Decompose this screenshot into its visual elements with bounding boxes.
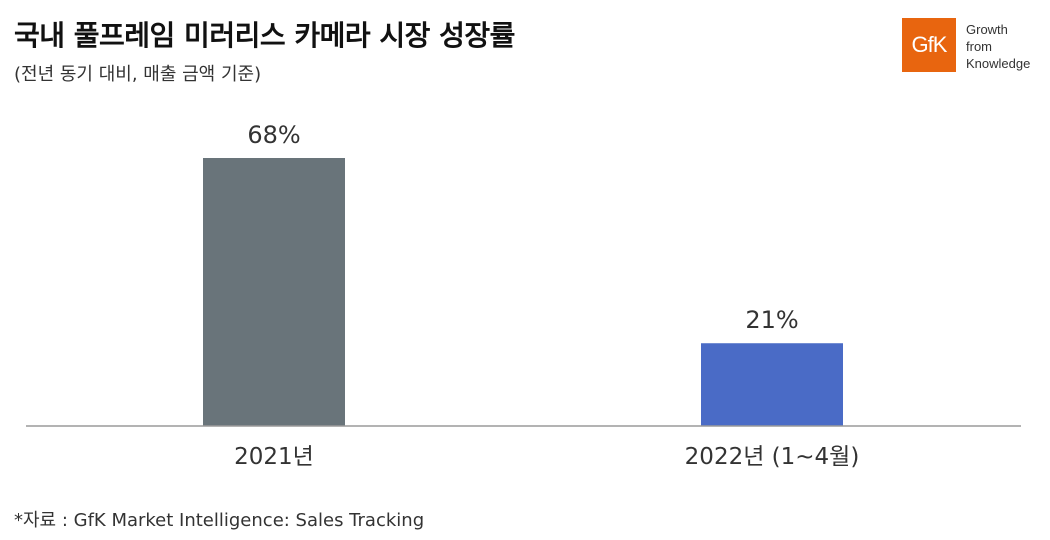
data-label-2: 21%	[745, 306, 798, 334]
bar-chart: 68% 2021년 21% 2022년 (1~4월)	[26, 121, 1021, 470]
category-label-2: 2022년 (1~4월)	[685, 444, 860, 470]
chart-subtitle: (전년 동기 대비, 매출 금액 기준)	[14, 64, 262, 85]
gfk-logo-text: GfK	[911, 32, 948, 57]
bar-2	[701, 343, 843, 426]
bar-1	[203, 158, 345, 426]
tagline-line: Knowledge	[966, 56, 1031, 71]
chart-title: 국내 풀프레임 미러리스 카메라 시장 성장률	[14, 19, 515, 52]
logo-tagline: Growth from Knowledge	[966, 21, 1046, 72]
tagline-line: Growth	[966, 22, 1008, 37]
source-note: *자료 : GfK Market Intelligence: Sales Tra…	[14, 510, 425, 531]
gfk-logo: GfK	[902, 18, 956, 72]
category-label-1: 2021년	[234, 444, 314, 470]
data-label-1: 68%	[247, 121, 300, 149]
tagline-line: from	[966, 39, 992, 54]
